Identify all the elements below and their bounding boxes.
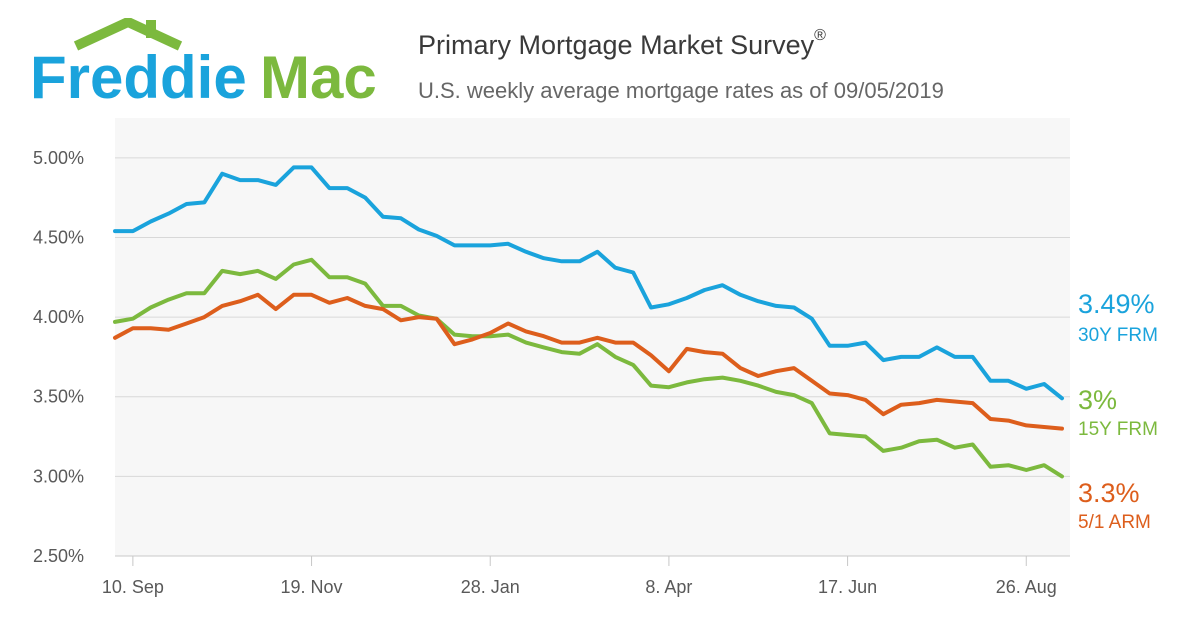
y-axis: 2.50% 3.00% 3.50% 4.00% 4.50% 5.00% (33, 148, 84, 566)
logo-word-mac: Mac (260, 44, 377, 108)
x-tick-label: 28. Jan (461, 577, 520, 597)
chart-title: Primary Mortgage Market Survey® (418, 27, 826, 61)
y-tick-label: 5.00% (33, 148, 84, 168)
series-name-label: 15Y FRM (1078, 419, 1158, 440)
plot-background (115, 118, 1070, 556)
roof-icon (73, 18, 183, 51)
y-tick-label: 2.50% (33, 546, 84, 566)
y-tick-label: 4.00% (33, 307, 84, 327)
x-tick-label: 17. Jun (818, 577, 877, 597)
chart-title-text: Primary Mortgage Market Survey (418, 30, 815, 60)
y-tick-label: 3.50% (33, 387, 84, 407)
end-labels: 3.49% 30Y FRM 3% 15Y FRM 3.3% 5/1 ARM (1078, 289, 1158, 533)
x-tick-label: 19. Nov (281, 577, 343, 597)
registered-mark: ® (814, 27, 826, 44)
series-name-label: 30Y FRM (1078, 325, 1158, 346)
end-value-label: 3.3% (1078, 478, 1140, 508)
x-tick-label: 26. Aug (996, 577, 1057, 597)
logo-word-freddie: Freddie (30, 44, 247, 108)
chart-subtitle: U.S. weekly average mortgage rates as of… (418, 78, 944, 103)
y-tick-label: 3.00% (33, 466, 84, 486)
x-tick-label: 10. Sep (102, 577, 164, 597)
x-axis: 10. Sep 19. Nov 28. Jan 8. Apr 17. Jun 26. Au… (102, 555, 1070, 597)
x-tick-label: 8. Apr (645, 577, 692, 597)
end-value-label: 3.49% (1078, 289, 1155, 319)
series-lines (113, 165, 1064, 479)
series-line-30y-frm (113, 165, 1064, 401)
series-name-label: 5/1 ARM (1078, 512, 1151, 533)
freddie-mac-logo: Freddie Mac (30, 18, 377, 108)
y-tick-label: 4.50% (33, 227, 84, 247)
end-value-label: 3% (1078, 385, 1117, 415)
series-line-15y-frm (113, 257, 1064, 479)
series-line-5-1-arm (113, 292, 1064, 431)
chimney-icon (146, 20, 156, 38)
